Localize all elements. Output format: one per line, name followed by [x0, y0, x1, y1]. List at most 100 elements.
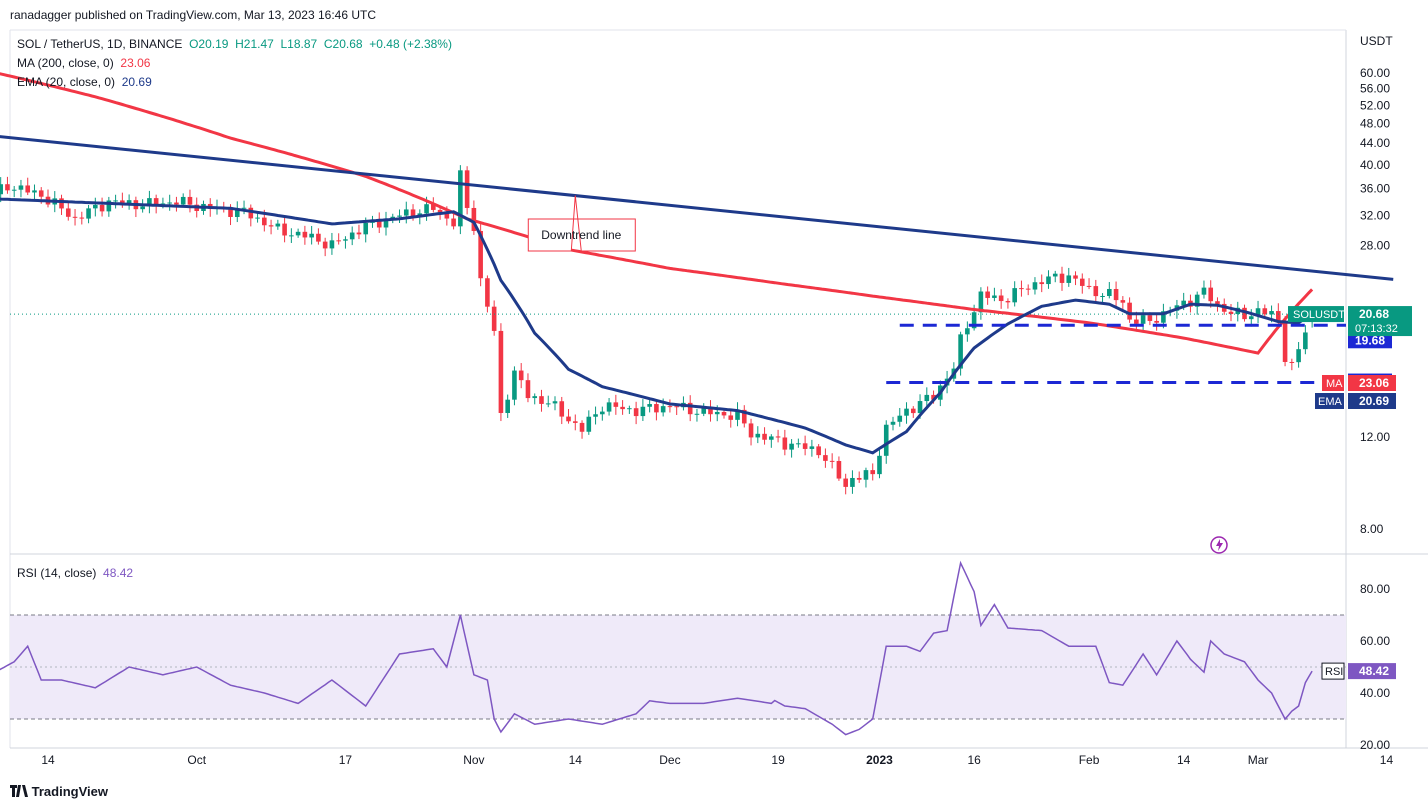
support-marker [1348, 332, 1392, 349]
candle [958, 331, 963, 376]
candle-body [796, 443, 801, 445]
candle-body [410, 209, 416, 218]
candle-body [295, 231, 301, 236]
candle [735, 402, 740, 427]
candle [343, 236, 348, 249]
candle-body [606, 402, 612, 412]
candle [1039, 274, 1045, 293]
candle-body [1276, 311, 1281, 323]
candle [316, 228, 321, 245]
candle [796, 438, 801, 448]
tradingview-logo[interactable]: TradingView [10, 784, 108, 799]
legend-ma-row[interactable]: MA (200, close, 0) 23.06 [17, 54, 452, 73]
candle-body [809, 446, 815, 449]
rsi-legend[interactable]: RSI (14, close) 48.42 [17, 566, 133, 580]
symbol-label[interactable]: SOL / TetherUS, 1D, BINANCE [17, 37, 183, 51]
candle [295, 228, 301, 238]
candle-body [566, 416, 571, 422]
candle-body [106, 200, 112, 212]
time-axis[interactable]: 14Oct17Nov14Dec19202316Feb14Mar14Apr [41, 753, 1428, 767]
price-markers[interactable]: MA 23.06 EMA 20.69 SOLUSDT 20.68 07:13:32 [1288, 306, 1412, 409]
candle-body [275, 223, 281, 227]
candle [241, 200, 247, 215]
candle-body [917, 401, 923, 414]
candle [1296, 342, 1301, 368]
candle [1073, 271, 1078, 286]
candle-body [79, 217, 85, 219]
rsi-value-tag [1348, 663, 1396, 680]
candle-body [316, 233, 321, 242]
candle [1127, 297, 1132, 323]
candle-body [1303, 332, 1308, 350]
candle-body [167, 202, 172, 204]
candle-body [755, 433, 761, 438]
candle [45, 189, 51, 208]
candle-body [1046, 276, 1051, 285]
candle-body [302, 231, 308, 238]
candle [1025, 284, 1031, 296]
candle-body [140, 206, 145, 210]
candle-body [660, 406, 666, 413]
candle-body [600, 411, 605, 415]
candle-body [174, 202, 179, 205]
candle-body [1228, 311, 1234, 315]
candle [1046, 270, 1051, 289]
rsi-legend-value: 48.42 [103, 566, 134, 580]
candle-body [498, 330, 504, 413]
callout-box [527, 195, 636, 252]
candle [458, 165, 463, 235]
candle [512, 366, 517, 406]
candle [248, 204, 254, 227]
candle-body [978, 291, 984, 313]
candle [816, 444, 821, 459]
rsi-pane[interactable] [10, 614, 1346, 720]
candle [897, 407, 903, 427]
candle [667, 399, 673, 413]
candle-body [931, 394, 936, 400]
candles [0, 165, 1315, 495]
chart-legend: SOL / TetherUS, 1D, BINANCE O20.19 H21.4… [17, 35, 452, 92]
legend-ema-row[interactable]: EMA (20, close, 0) 20.69 [17, 73, 452, 92]
candle [681, 396, 686, 411]
candle-body [897, 415, 903, 422]
candle [836, 456, 842, 481]
time-tick-label: 14 [41, 753, 55, 767]
candle-body [336, 240, 341, 242]
price-tick-label: 52.00 [1360, 98, 1390, 112]
candle-body [491, 306, 497, 331]
candle [18, 179, 24, 198]
downtrend-line[interactable] [0, 135, 1394, 281]
candle-body [32, 190, 37, 193]
candle-body [93, 204, 98, 209]
candle [498, 323, 504, 422]
candle-body [282, 223, 287, 236]
candle-body [99, 204, 105, 212]
ma200-line[interactable] [0, 69, 1314, 355]
candle [1059, 266, 1065, 291]
candle-body [59, 198, 64, 209]
high-value: H21.47 [235, 37, 274, 51]
candle [518, 363, 524, 389]
candle-body [1154, 320, 1159, 323]
price-axis[interactable]: USDT 60.00 56.00 52.00 48.00 44.00 40.00 36.00 3… [1360, 34, 1393, 752]
time-tick-label: Nov [463, 753, 484, 767]
candle-body [1025, 288, 1031, 290]
ma-value-label: 23.06 [1359, 376, 1389, 390]
candle-body [512, 370, 517, 400]
ema20-line[interactable] [0, 197, 1313, 455]
lightning-icon[interactable] [1210, 536, 1228, 554]
candle-body [248, 207, 254, 219]
rsi-line[interactable] [0, 560, 1313, 736]
candle-body [836, 460, 842, 479]
candle-body [924, 394, 930, 402]
candle [1107, 282, 1112, 299]
candle-body [1073, 275, 1078, 279]
candle-body [904, 408, 909, 416]
downtrend-callout[interactable]: Downtrend line [527, 195, 636, 252]
candle [120, 192, 125, 208]
candle [728, 408, 734, 428]
rsi-value-label: 48.42 [1359, 664, 1389, 678]
candle-body [322, 241, 328, 249]
candle-body [823, 455, 828, 461]
